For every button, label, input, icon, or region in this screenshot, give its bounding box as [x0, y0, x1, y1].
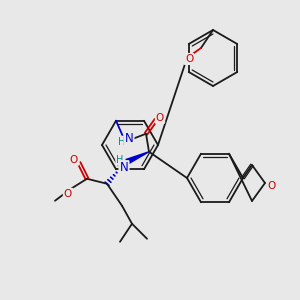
Text: O: O: [185, 54, 193, 64]
Text: H: H: [118, 137, 126, 147]
Text: O: O: [268, 181, 276, 191]
Text: O: O: [64, 189, 72, 199]
Text: O: O: [156, 113, 164, 123]
Polygon shape: [126, 152, 149, 164]
Text: N: N: [124, 132, 134, 145]
Text: H: H: [116, 155, 124, 165]
Text: N: N: [120, 161, 128, 174]
Text: O: O: [70, 155, 78, 165]
